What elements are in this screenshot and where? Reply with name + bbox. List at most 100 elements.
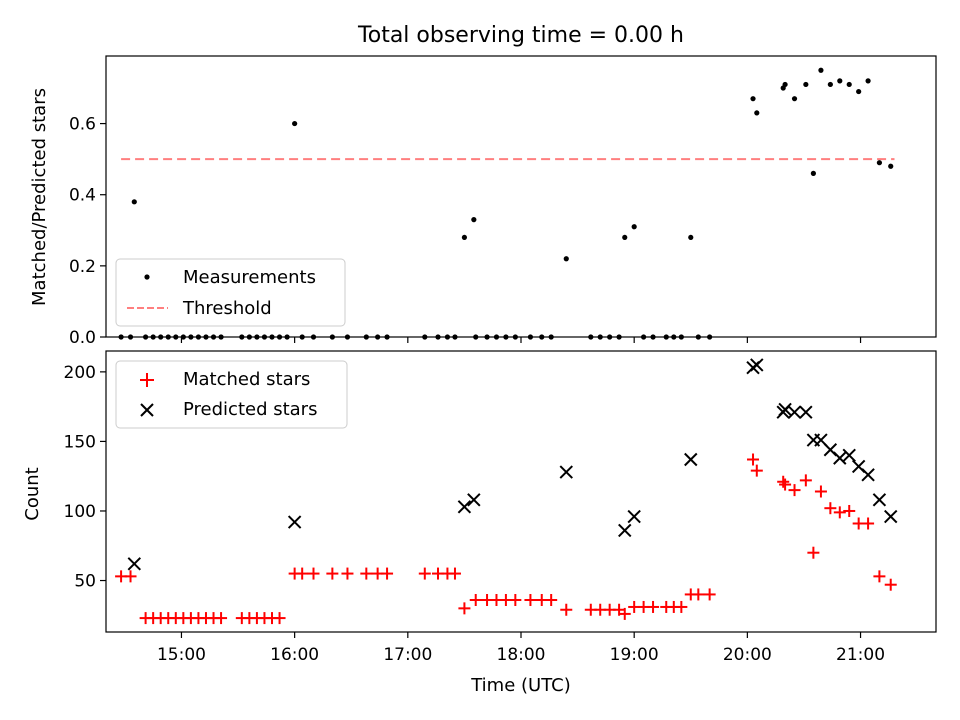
predicted-star-point	[833, 451, 847, 465]
bottom-x-tick-label: 18:00	[497, 645, 546, 665]
matched-star-point	[703, 588, 716, 601]
legend-measurements-label: Measurements	[183, 267, 316, 288]
matched-star-point	[448, 567, 461, 580]
bottom-x-tick-label: 16:00	[270, 645, 319, 665]
matched-star-point	[418, 567, 431, 580]
legend-threshold-label: Threshold	[182, 298, 272, 319]
measurement-point	[888, 163, 894, 169]
top-y-tick-label: 0.0	[69, 328, 96, 348]
bottom-panel: 50 100 150 200 15:00 16:00 17:00 18:00 19:00 20:…	[22, 350, 937, 696]
predicted-star-point	[750, 358, 764, 372]
matched-star-point	[814, 485, 827, 498]
matched-star-point	[618, 607, 631, 620]
matched-star-point	[750, 464, 763, 477]
predicted-star-point	[842, 448, 856, 463]
bottom-x-tick-label: 21:00	[836, 645, 885, 665]
measurement-point	[827, 81, 833, 88]
measurement-point	[846, 81, 852, 88]
measurement-point	[876, 160, 883, 166]
predicted-star-point	[467, 493, 481, 507]
predicted-star-point	[884, 509, 898, 524]
matched-star-point	[307, 567, 320, 580]
matched-star-point	[545, 594, 558, 607]
matched-star-point	[469, 594, 482, 607]
measurement-point	[803, 81, 809, 88]
measurement-point	[810, 170, 816, 176]
matched-star-point	[807, 546, 820, 559]
bottom-y-tick-label: 100	[64, 502, 96, 522]
matched-star-point	[692, 588, 705, 601]
matched-star-point	[273, 612, 286, 625]
matched-star-point	[777, 475, 790, 488]
matched-star-point	[124, 570, 137, 583]
matched-star-point	[884, 578, 897, 591]
matched-star-point	[824, 502, 837, 515]
matched-star-point	[326, 567, 339, 580]
measurement-point	[782, 81, 788, 88]
top-legend: Measurements Threshold	[115, 258, 346, 327]
matched-star-point	[458, 602, 471, 615]
bottom-y-tick-label: 200	[64, 363, 96, 383]
top-panel: 0.0 0.2 0.4 0.6 Matched/Predicted stars Mea…	[29, 55, 937, 348]
measurement-point	[563, 256, 569, 262]
predicted-star-point	[787, 405, 802, 419]
matched-star-point	[296, 567, 309, 580]
top-y-tick-label: 0.6	[69, 115, 96, 135]
matched-star-point	[560, 603, 573, 616]
bottom-x-tick-label: 20:00	[723, 645, 772, 665]
matched-star-point	[360, 567, 373, 580]
predicted-star-point	[559, 465, 573, 479]
top-y-axis-label: Matched/Predicted stars	[29, 88, 50, 306]
bottom-legend: Matched stars Predicted stars	[115, 360, 348, 429]
matched-star-point	[833, 506, 846, 519]
predicted-star-point	[457, 500, 472, 514]
measurement-point	[622, 234, 628, 241]
predicted-star-point	[799, 405, 813, 419]
legend-predicted-marker	[140, 403, 154, 417]
measurement-point	[292, 120, 298, 127]
measurement-point	[754, 110, 760, 116]
measurement-point	[856, 88, 862, 95]
matched-star-point	[843, 504, 856, 517]
measurement-point	[471, 217, 477, 223]
bottom-y-axis: 50 100 150 200	[64, 363, 106, 592]
chart-title: Total observing time = 0.00 h	[357, 23, 684, 48]
matched-star-point	[381, 567, 394, 580]
matched-star-point	[873, 570, 886, 583]
measurement-point	[837, 78, 843, 84]
predicted-star-point	[861, 468, 875, 482]
x-axis-label: Time (UTC)	[470, 675, 571, 696]
measurement-point	[631, 224, 637, 230]
bottom-x-tick-label: 19:00	[610, 645, 659, 665]
bottom-y-tick-label: 50	[74, 572, 96, 592]
measurement-point	[461, 234, 468, 241]
measurement-point	[750, 96, 756, 102]
matched-star-point	[788, 484, 801, 497]
bottom-x-axis: 15:00 16:00 17:00 18:00 19:00 20:00 21:00	[157, 632, 885, 665]
matched-star-point	[509, 594, 522, 607]
matched-star-point	[862, 517, 875, 530]
measurement-point	[688, 234, 694, 241]
measurement-point	[131, 199, 137, 205]
top-y-tick-label: 0.2	[69, 257, 96, 277]
matched-star-point	[341, 567, 354, 580]
predicted-star-point	[872, 493, 887, 507]
predicted-star-point	[287, 515, 302, 529]
measurement-point	[791, 96, 798, 102]
predicted-star-point	[778, 402, 792, 417]
legend-predicted-label: Predicted stars	[183, 399, 317, 420]
bottom-y-tick-label: 150	[64, 432, 96, 452]
bottom-plot-area	[115, 358, 898, 625]
bottom-legend-box	[115, 360, 348, 429]
top-y-axis: 0.0 0.2 0.4 0.6	[69, 115, 106, 348]
predicted-star-point	[627, 509, 641, 524]
top-y-tick-label: 0.4	[69, 186, 96, 206]
legend-matched-label: Matched stars	[183, 369, 310, 390]
predicted-star-point	[684, 452, 698, 467]
legend-measurements-marker	[144, 274, 150, 280]
matched-star-point	[647, 600, 660, 613]
matched-star-point	[675, 600, 688, 613]
predicted-star-point	[127, 557, 142, 571]
matched-star-point	[524, 594, 537, 607]
